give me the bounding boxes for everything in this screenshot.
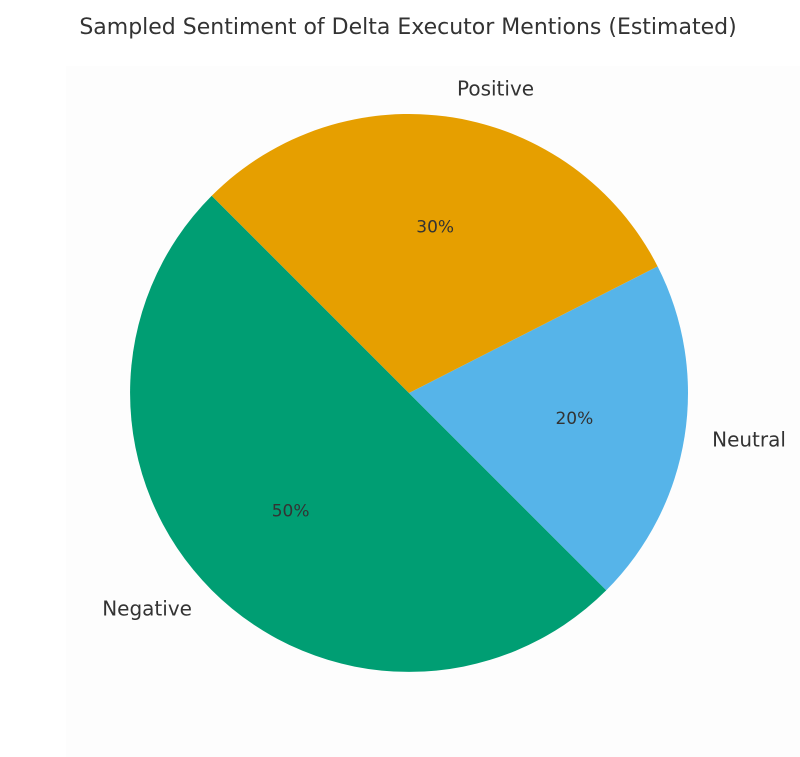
slice-percent-negative: 50% (272, 501, 310, 521)
slice-percent-positive: 30% (416, 218, 454, 238)
pie-slices (130, 114, 688, 672)
pie-slice-negative (130, 195, 607, 672)
slice-label-neutral: Neutral (712, 428, 786, 452)
pie-slice-positive (211, 114, 658, 394)
slice-label-negative: Negative (102, 597, 192, 621)
slice-percent-neutral: 20% (555, 409, 593, 429)
pie-labels: Negative 50% Neutral 20% Positive 30% (102, 76, 786, 620)
pie-slice-neutral (409, 266, 688, 591)
slice-label-positive: Positive (457, 76, 534, 100)
chart-title: Sampled Sentiment of Delta Executor Ment… (79, 15, 736, 40)
